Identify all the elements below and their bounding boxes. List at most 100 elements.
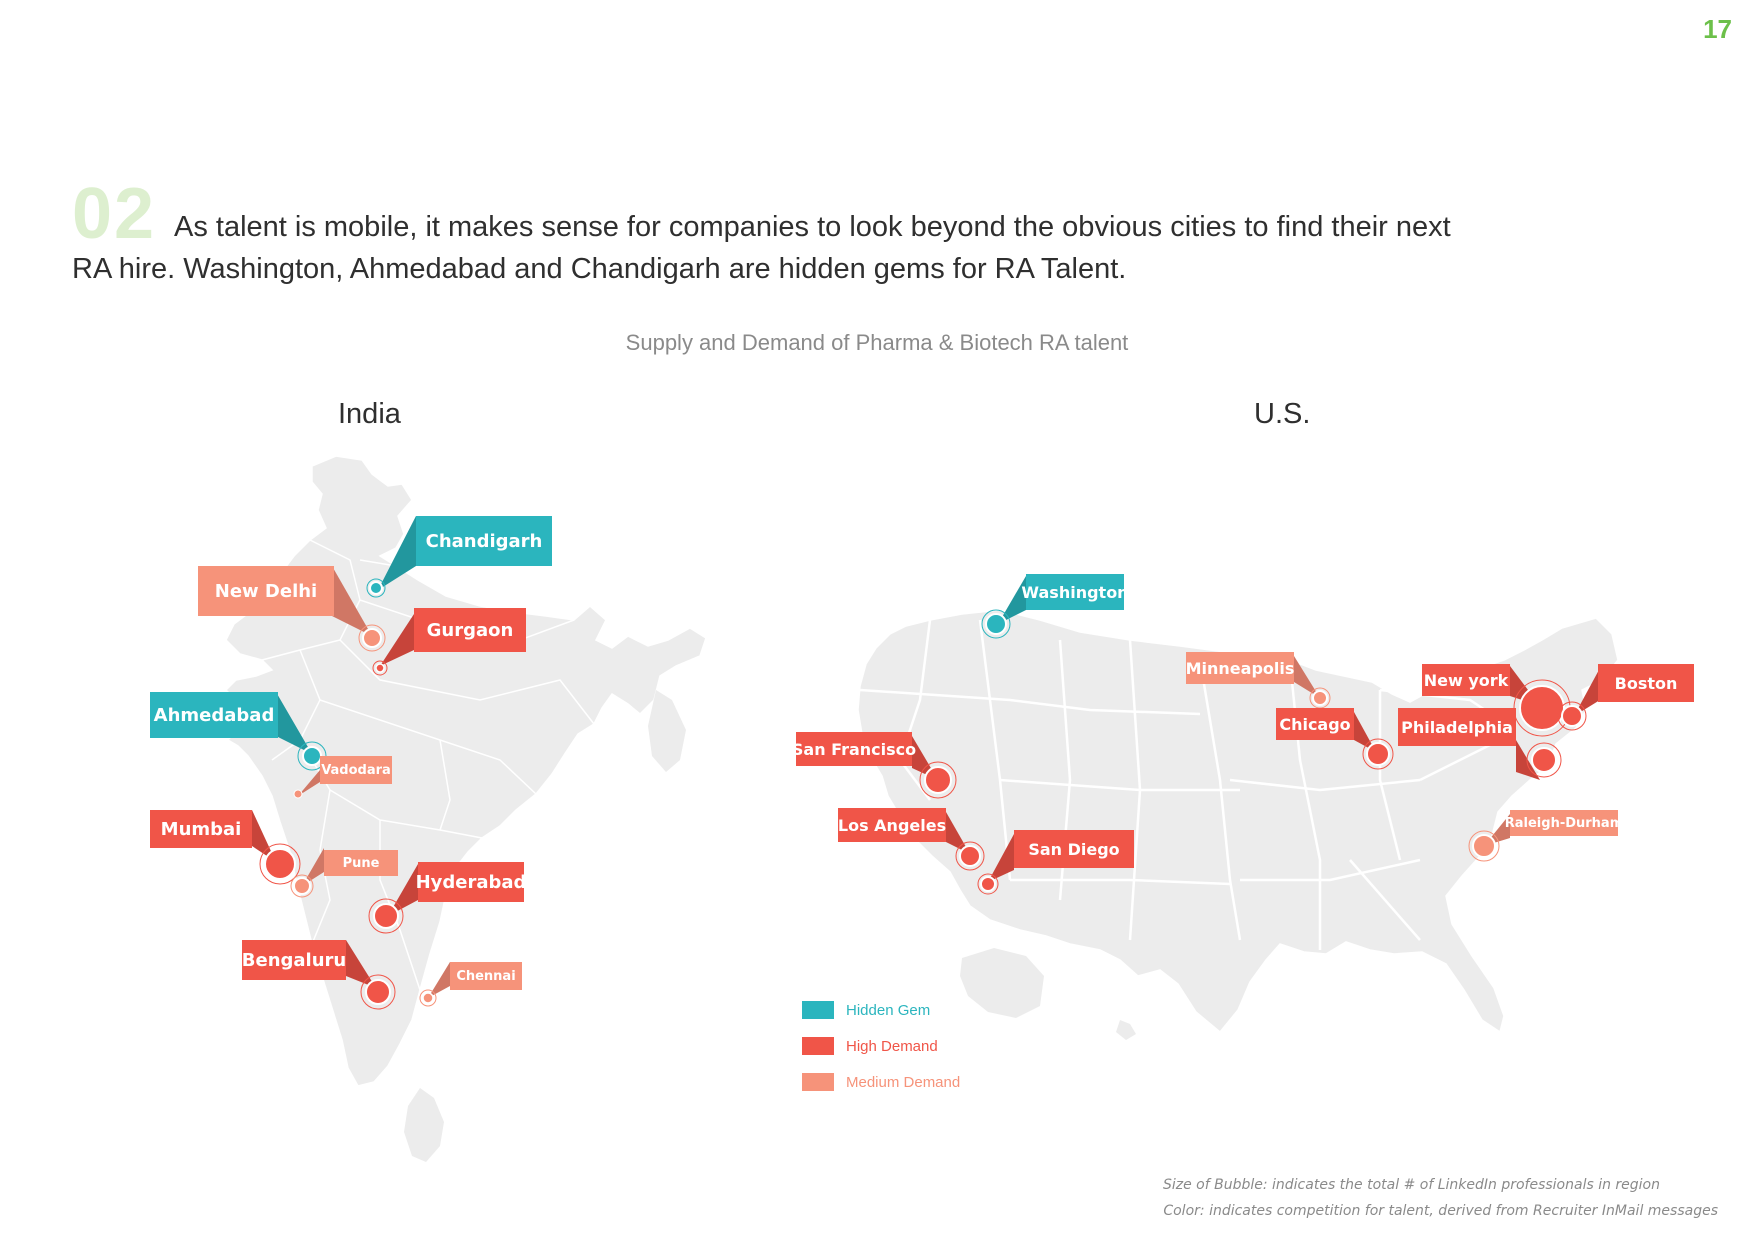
ahmedabad-pointer	[276, 692, 312, 754]
chennai-pointer	[428, 962, 450, 998]
callout-new-york[interactable]: New york	[1422, 664, 1510, 696]
callout-hyderabad[interactable]: Hyderabad	[416, 862, 526, 902]
bengaluru-pointer	[346, 940, 376, 988]
hawaii-outline	[1116, 1020, 1136, 1040]
legend-label-medium-demand: Medium Demand	[846, 1073, 961, 1091]
chandigarh-ring	[366, 578, 386, 598]
san-francisco-marker[interactable]	[912, 736, 957, 799]
callout-philadelphia[interactable]: Philadelphia	[1398, 708, 1516, 746]
washington-marker[interactable]	[981, 576, 1026, 639]
san-diego-bubble	[980, 876, 996, 892]
us-markers	[912, 576, 1600, 895]
legend-item-medium-demand: Medium Demand	[802, 1064, 960, 1100]
chicago-bubble	[1366, 742, 1390, 766]
los-angeles-ring	[955, 841, 985, 871]
vadodara-bubble	[293, 789, 303, 799]
legend-label-high-demand: High Demand	[846, 1037, 938, 1055]
ahmedabad-marker[interactable]	[276, 692, 327, 771]
page-number: 17	[1703, 14, 1732, 44]
callout-boston[interactable]: Boston	[1598, 664, 1694, 702]
raleigh-durham-marker[interactable]	[1468, 814, 1510, 862]
chandigarh-marker[interactable]	[366, 516, 416, 598]
gurgaon-bubble	[375, 663, 385, 673]
washington-bubble	[985, 613, 1007, 635]
callout-gurgaon[interactable]: Gurgaon	[414, 608, 526, 652]
northeast-region	[648, 690, 686, 772]
legend-label-hidden-gem: Hidden Gem	[846, 1001, 931, 1019]
minneapolis-pointer	[1294, 656, 1320, 698]
philadelphia-ring	[1526, 742, 1562, 778]
callout-chicago[interactable]: Chicago	[1276, 708, 1354, 740]
callout-new-delhi[interactable]: New Delhi	[198, 566, 334, 616]
los-angeles-bubble	[959, 845, 981, 867]
san-diego-pointer	[988, 834, 1014, 882]
sri-lanka-outline	[404, 1088, 444, 1162]
chandigarh-bubble	[369, 581, 383, 595]
headline: As talent is mobile, it makes sense for …	[72, 211, 1451, 285]
chennai-bubble	[422, 992, 434, 1004]
boston-bubble	[1561, 705, 1583, 727]
san-francisco-ring	[919, 761, 957, 799]
callout-san-diego[interactable]: San Diego	[1014, 830, 1134, 868]
hyderabad-marker[interactable]	[368, 864, 418, 934]
callout-ahmedabad[interactable]: Ahmedabad	[150, 692, 278, 738]
new-york-bubble	[1519, 685, 1565, 731]
callout-vadodara[interactable]: Vadodara	[320, 756, 392, 784]
india-markers	[252, 516, 450, 1010]
callout-minneapolis[interactable]: Minneapolis	[1186, 652, 1294, 684]
mumbai-marker[interactable]	[252, 810, 301, 885]
mumbai-pointer	[252, 810, 276, 862]
san-diego-ring	[977, 873, 999, 895]
callout-pune[interactable]: Pune	[324, 850, 398, 876]
gurgaon-ring	[372, 660, 388, 676]
pune-ring	[290, 874, 314, 898]
legend-item-hidden-gem: Hidden Gem	[802, 992, 960, 1028]
chicago-pointer	[1354, 712, 1376, 752]
raleigh-durham-bubble	[1472, 834, 1496, 858]
india-state-borders	[261, 539, 595, 991]
minneapolis-marker[interactable]	[1294, 656, 1331, 709]
callout-mumbai[interactable]: Mumbai	[150, 810, 252, 848]
callout-bengaluru[interactable]: Bengaluru	[242, 940, 346, 980]
gurgaon-marker[interactable]	[372, 614, 414, 676]
los-angeles-marker[interactable]	[946, 812, 985, 871]
pune-marker[interactable]	[290, 848, 324, 898]
raleigh-durham-ring	[1468, 830, 1500, 862]
vadodara-marker[interactable]	[293, 770, 320, 799]
new-delhi-bubble	[362, 628, 382, 648]
chennai-ring	[419, 989, 437, 1007]
bengaluru-bubble	[365, 979, 391, 1005]
new-york-marker[interactable]	[1510, 666, 1571, 737]
chicago-marker[interactable]	[1354, 712, 1394, 770]
new-delhi-pointer	[332, 566, 372, 636]
legend-swatch-high-demand	[802, 1037, 834, 1055]
callout-chennai[interactable]: Chennai	[450, 962, 522, 990]
callout-washington[interactable]: Washington	[1021, 574, 1129, 610]
pune-bubble	[293, 877, 311, 895]
philadelphia-pointer	[1516, 740, 1540, 780]
ahmedabad-bubble	[302, 746, 322, 766]
alaska-outline	[960, 948, 1044, 1018]
chicago-ring	[1362, 738, 1394, 770]
new-delhi-marker[interactable]	[332, 566, 386, 652]
callout-raleigh-durham[interactable]: Raleigh-Durham	[1505, 810, 1623, 836]
callout-san-francisco[interactable]: San Francisco	[792, 732, 916, 766]
boston-pointer	[1574, 668, 1600, 716]
callout-los-angeles[interactable]: Los Angeles	[838, 808, 946, 842]
chennai-marker[interactable]	[419, 962, 450, 1007]
minneapolis-bubble	[1312, 690, 1328, 706]
legend: Hidden Gem High Demand Medium Demand	[802, 992, 960, 1100]
bengaluru-marker[interactable]	[346, 940, 396, 1010]
footnote-color: Color: indicates competition for talent,…	[1163, 1203, 1718, 1219]
section-number: 02	[72, 174, 157, 254]
san-diego-marker[interactable]	[977, 834, 1014, 895]
philadelphia-bubble	[1531, 747, 1557, 773]
chart-subtitle: Supply and Demand of Pharma & Biotech RA…	[625, 330, 1129, 355]
callout-chandigarh[interactable]: Chandigarh	[416, 516, 552, 566]
footnote-bubble-size: Size of Bubble: indicates the total # of…	[1162, 1177, 1660, 1193]
boston-marker[interactable]	[1557, 668, 1600, 731]
legend-swatch-hidden-gem	[802, 1001, 834, 1019]
boston-ring	[1557, 701, 1587, 731]
gurgaon-pointer	[380, 614, 414, 666]
philadelphia-marker[interactable]	[1516, 740, 1562, 780]
